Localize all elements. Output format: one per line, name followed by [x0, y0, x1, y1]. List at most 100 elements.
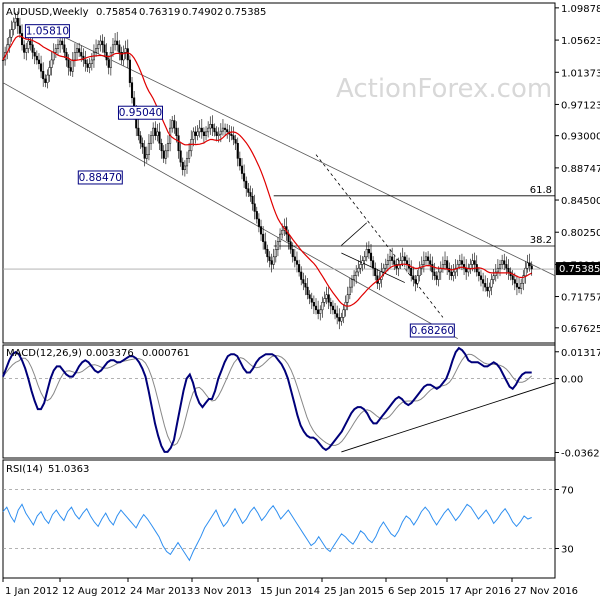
candle-body [424, 256, 428, 261]
candle-body [99, 40, 102, 46]
candle-body [314, 305, 318, 311]
candle-body [386, 260, 389, 265]
candle-body [484, 283, 487, 288]
candle-body [236, 142, 239, 159]
x-axis-label: 27 Nov 2016 [514, 586, 578, 597]
candle-body [232, 135, 235, 140]
candle-body [226, 129, 229, 133]
candle-body [272, 256, 275, 265]
candle-body [116, 40, 119, 46]
candle-body [405, 260, 409, 265]
candle-body [173, 120, 176, 129]
candle-body [317, 309, 320, 314]
candle-body [463, 264, 466, 269]
candle-body [245, 180, 248, 189]
annotation-box [409, 323, 455, 338]
candle-body [27, 40, 30, 49]
candle-body [61, 40, 64, 46]
annotation-box [117, 105, 163, 120]
candle-body [219, 130, 222, 135]
candle-body [276, 241, 279, 250]
candle-body [230, 133, 233, 136]
candle-body [65, 52, 68, 61]
candle-body [393, 260, 396, 265]
rsi-line [2, 503, 532, 562]
candle-body [111, 44, 115, 53]
candle-body [194, 131, 197, 136]
candle-body [80, 52, 83, 57]
candle-body [342, 309, 345, 318]
candle-body [399, 260, 402, 265]
candle-body [211, 124, 214, 129]
candle-body [443, 260, 447, 265]
rsi-y-tick-label: 30 [561, 545, 574, 556]
x-axis-label: 12 Aug 2012 [62, 586, 126, 597]
candle-body [54, 48, 57, 53]
candle-body [130, 82, 134, 99]
candle-body [107, 59, 110, 68]
fib-level-label: 61.8 [530, 185, 552, 196]
candle-body [183, 165, 186, 170]
candle-body [418, 267, 421, 277]
candle-body [469, 264, 472, 269]
annotation-box [77, 170, 123, 185]
candle-body [18, 25, 21, 34]
candle-body [126, 48, 129, 61]
candle-body [492, 275, 495, 280]
candle-body [247, 188, 250, 193]
price-y-tick-label: 0.67625 [561, 324, 600, 335]
candle-body [348, 286, 351, 295]
candle-body [42, 71, 45, 80]
candle-body [103, 44, 106, 53]
candle-body [35, 55, 38, 61]
candle-body [391, 256, 394, 261]
candle-body [458, 260, 461, 265]
candle-body [217, 133, 220, 136]
candle-body [412, 275, 415, 280]
candle-body [109, 52, 112, 68]
candle-body [340, 317, 343, 322]
candle-body [350, 279, 354, 288]
candle-body [243, 173, 246, 182]
candle-body [357, 267, 360, 273]
candle-body [507, 267, 510, 273]
candle-body [97, 44, 100, 49]
candle-body [524, 267, 527, 277]
candle-body [56, 44, 60, 49]
x-axis-label: 24 Mar 2013 [130, 586, 193, 597]
price-y-tick-label: 1.09878 [561, 4, 600, 15]
candle-body [336, 313, 339, 318]
candle-body [477, 271, 480, 277]
chart-title: AUDUSD,Weekly [6, 7, 89, 18]
price-annotation: 0.88470 [77, 170, 123, 185]
candle-body [149, 135, 153, 144]
candle-body [298, 264, 301, 273]
candle-body [152, 127, 155, 136]
candle-body [259, 226, 263, 235]
candles [1, 11, 533, 330]
dashed-trend-line [315, 154, 444, 318]
x-axis-label: 6 Sep 2015 [388, 586, 445, 597]
macd-value: 0.000761 [142, 348, 190, 359]
candle-body [384, 264, 387, 269]
candle-body [511, 275, 514, 280]
candle-body [158, 131, 161, 144]
candle-body [374, 267, 377, 277]
rsi-title: RSI(14) [6, 464, 43, 475]
candle-body [185, 158, 189, 167]
candle-body [515, 283, 518, 288]
candle-body [488, 286, 491, 292]
candle-body [207, 127, 210, 133]
candle-body [498, 264, 502, 269]
channel-upper-line [40, 25, 556, 277]
candle-body [143, 146, 146, 159]
fib-level-label: 38.2 [530, 235, 552, 246]
candle-body [501, 260, 504, 265]
candle-body [496, 267, 499, 273]
ohlc-value: 0.76319 [139, 7, 180, 18]
annotation-label: 0.95040 [119, 107, 162, 119]
candle-body [382, 267, 385, 273]
candle-body [526, 262, 529, 269]
candle-body [179, 150, 182, 163]
candle-body [221, 127, 225, 132]
